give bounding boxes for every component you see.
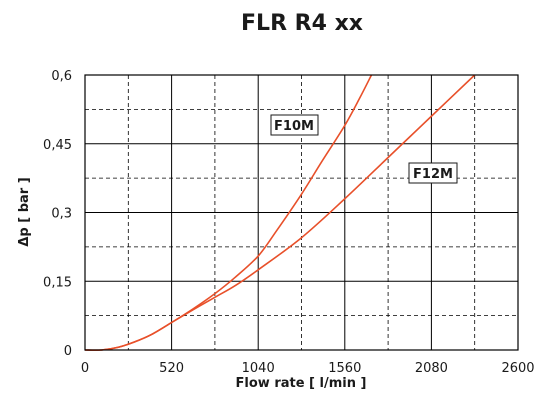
series-label-f10m: F10M: [270, 114, 319, 136]
x-tick-label: 520: [159, 361, 184, 376]
series-label-f12m: F12M: [408, 162, 458, 184]
series-label-f10m-text: F10M: [274, 119, 314, 134]
series-line-f12m: [84, 74, 476, 352]
y-tick-label: 0,15: [43, 275, 72, 290]
y-axis-label: Δp [ bar ]: [17, 177, 32, 246]
x-tick-label: 2080: [415, 361, 448, 376]
x-axis-ticks: 0 520 1040 1560 2080 2600: [81, 361, 535, 376]
x-axis-label: Flow rate [ l/min ]: [236, 376, 367, 391]
y-tick-label: 0: [64, 344, 72, 359]
series-label-f12m-text: F12M: [413, 167, 453, 182]
x-tick-label: 1040: [242, 361, 275, 376]
x-tick-label: 0: [81, 361, 89, 376]
y-axis-ticks: 0 0,15 0,3 0,45 0,6: [43, 69, 72, 359]
x-tick-label: 2600: [501, 361, 534, 376]
y-tick-label: 0,6: [51, 69, 72, 84]
series-label-f12m-box: [408, 162, 458, 184]
x-tick-label: 1560: [328, 361, 361, 376]
y-tick-label: 0,45: [43, 138, 72, 153]
chart-title: FLR R4 xx: [241, 11, 363, 36]
plot-series: [84, 74, 476, 352]
grid: [85, 75, 518, 350]
series-labels: F10M F12M: [270, 114, 458, 184]
y-tick-label: 0,3: [51, 207, 72, 222]
plot-frame: [84, 74, 519, 351]
series-label-f10m-box: [270, 114, 319, 136]
